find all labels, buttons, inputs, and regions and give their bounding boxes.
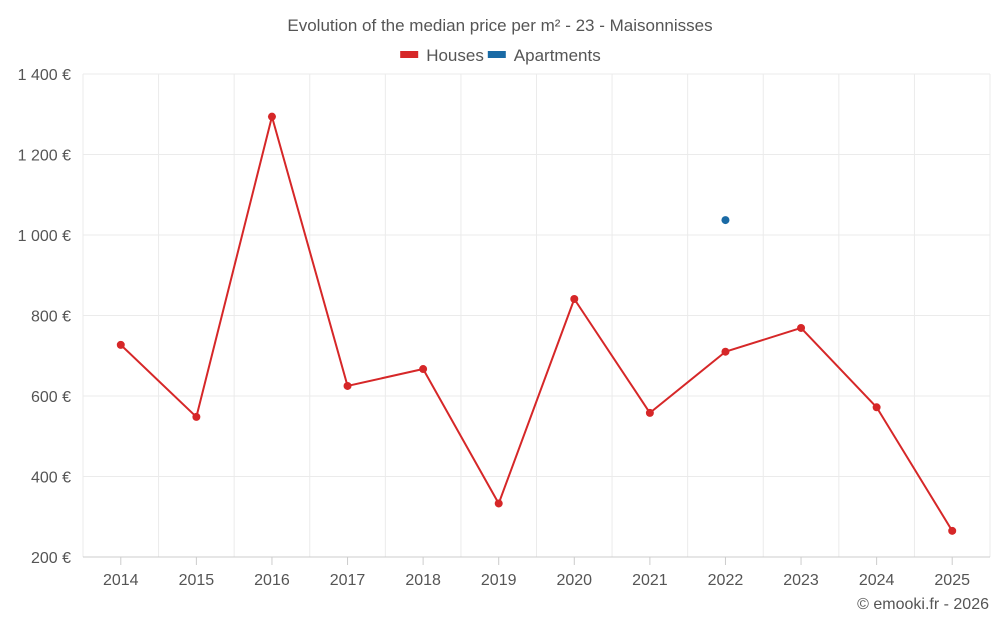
y-axis: 200 € 400 € 600 € 800 € 1 000 € 1 200 € 1 400 … — [18, 67, 71, 567]
data-point-houses-2021[interactable] — [645, 408, 654, 417]
x-tick-label-2019: 2019 — [481, 572, 517, 589]
data-point-houses-2024[interactable] — [872, 403, 881, 412]
data-point-apartments-2022[interactable] — [721, 216, 730, 225]
y-tick-label: 600 € — [31, 389, 71, 406]
x-tick-label-2018: 2018 — [405, 572, 441, 589]
series-line-houses — [120, 115, 954, 532]
credit-text: © emooki.fr - 2026 — [857, 596, 989, 613]
y-tick-label: 1 000 € — [18, 228, 71, 245]
x-axis: 2014 2015 2016 2017 2018 2019 2020 2021 2022 2023… — [83, 556, 990, 589]
y-tick-label: 800 € — [31, 309, 71, 326]
y-tick-label: 200 € — [31, 550, 71, 567]
x-tick-label-2025: 2025 — [934, 572, 970, 589]
data-point-houses-2020[interactable] — [570, 294, 579, 303]
x-tick-label-2020: 2020 — [556, 572, 592, 589]
x-tick-label-2024: 2024 — [859, 572, 895, 589]
data-point-houses-2018[interactable] — [419, 365, 428, 374]
data-point-houses-2025[interactable] — [948, 526, 957, 535]
data-point-houses-2022[interactable] — [721, 347, 730, 356]
legend-swatch-houses — [400, 51, 419, 58]
data-point-houses-2017[interactable] — [343, 381, 352, 390]
series-layer — [116, 112, 957, 535]
y-tick-label: 400 € — [31, 470, 71, 487]
x-tick-label-2015: 2015 — [179, 572, 215, 589]
x-tick-label-2021: 2021 — [632, 572, 668, 589]
data-point-houses-2019[interactable] — [494, 499, 503, 508]
y-tick-label: 1 200 € — [18, 148, 71, 165]
data-point-houses-2014[interactable] — [116, 340, 125, 349]
legend-item-apartments[interactable]: Apartments — [487, 46, 601, 65]
legend-label-apartments: Apartments — [514, 46, 601, 65]
chart-title: Evolution of the median price per m² - 2… — [287, 16, 712, 35]
legend-item-houses[interactable]: Houses — [400, 46, 484, 65]
legend-swatch-apartments — [487, 51, 506, 58]
data-point-houses-2015[interactable] — [192, 412, 201, 421]
x-tick-label-2017: 2017 — [330, 572, 366, 589]
x-tick-label-2023: 2023 — [783, 572, 819, 589]
legend-label-houses: Houses — [426, 46, 484, 65]
data-point-houses-2023[interactable] — [797, 323, 806, 332]
x-tick-label-2022: 2022 — [708, 572, 744, 589]
x-tick-label-2014: 2014 — [103, 572, 139, 589]
data-point-houses-2016[interactable] — [267, 112, 276, 121]
legend[interactable]: Houses Apartments — [400, 46, 601, 65]
y-tick-label: 1 400 € — [18, 67, 71, 84]
x-tick-label-2016: 2016 — [254, 572, 290, 589]
grid — [82, 73, 991, 557]
